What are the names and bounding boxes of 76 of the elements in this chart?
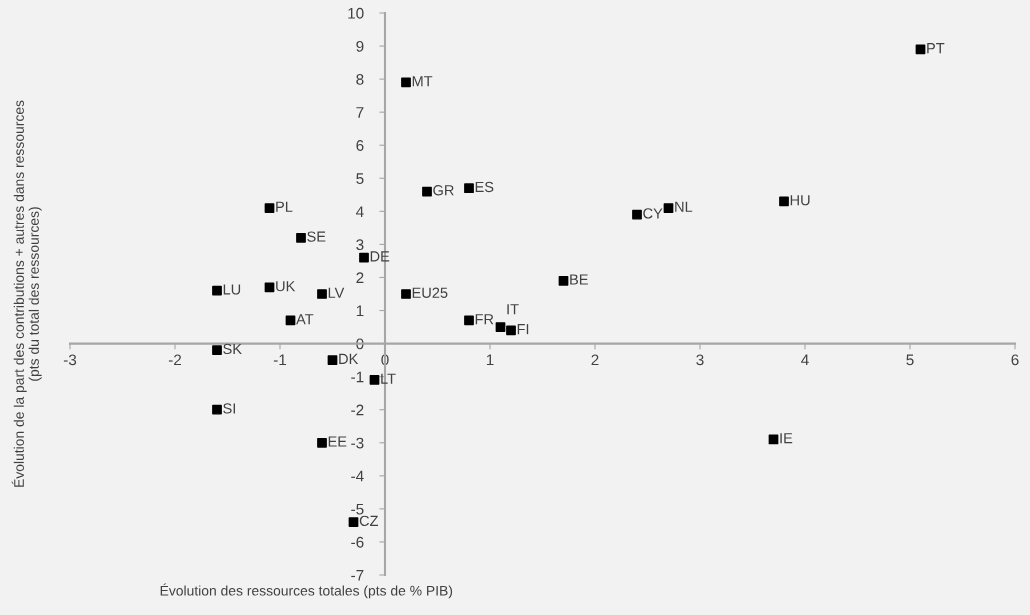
point <box>401 289 411 299</box>
point <box>359 252 369 263</box>
y-tick-label: -7 <box>351 570 364 581</box>
point <box>506 325 516 336</box>
point <box>327 355 338 365</box>
annotation: CZ <box>359 515 379 527</box>
annotation: LT <box>381 373 396 384</box>
point <box>495 322 506 332</box>
x-tick-label: 4 <box>801 354 809 366</box>
annotation: SI <box>223 403 235 414</box>
annotation: LU <box>223 284 241 295</box>
annotation: BE <box>570 274 588 285</box>
x-axis-title: Évolution des ressources totales (pts de % PIB) <box>160 583 453 599</box>
annotation: AT <box>296 314 314 325</box>
y-tick-label: 7 <box>356 107 364 118</box>
annotation: LV <box>328 287 345 298</box>
annotation: DK <box>339 353 359 364</box>
y-tick-label: -5 <box>351 503 364 515</box>
point <box>212 345 222 356</box>
x-tick-label: 2 <box>591 354 599 366</box>
y-tick-label: 4 <box>356 206 364 217</box>
point <box>663 203 674 213</box>
y-tick-label: -6 <box>351 536 364 548</box>
y-axis-title: Évolution de la part des contributions + autres dans ressources (pts du total des ressources) <box>11 100 42 487</box>
x-tick-label: 6 <box>1011 354 1019 366</box>
annotation: NL <box>675 201 693 212</box>
x-tick-label: -2 <box>168 354 182 366</box>
annotation: ES <box>475 181 494 193</box>
y-tick-label: 1 <box>356 305 364 317</box>
x-tick-label: -1 <box>273 354 287 366</box>
point <box>296 232 306 243</box>
annotation: IE <box>780 433 793 444</box>
annotation: FI <box>517 324 529 335</box>
point <box>401 77 411 88</box>
y-tick-label: -2 <box>351 404 364 416</box>
point <box>558 275 569 286</box>
annotation: FR <box>475 314 494 325</box>
point <box>369 375 380 385</box>
point <box>317 289 327 299</box>
y-tick-label: -3 <box>351 437 364 449</box>
point <box>212 404 222 415</box>
annotation: IT <box>507 304 519 315</box>
annotation: DE <box>370 251 390 262</box>
point <box>264 203 275 213</box>
x-tick-label: 1 <box>486 354 494 366</box>
x-tick-label: -3 <box>63 354 77 366</box>
point <box>348 517 359 527</box>
annotation: EU25 <box>412 287 448 298</box>
x-tick-label: 3 <box>696 354 704 366</box>
y-tick-label: 8 <box>356 73 364 85</box>
point <box>317 437 327 448</box>
annotation: EE <box>328 436 347 447</box>
x-tick-label: 5 <box>906 354 914 366</box>
y-tick-label: 9 <box>356 40 364 52</box>
y-tick-label: 5 <box>356 173 364 184</box>
annotation: PT <box>927 43 945 54</box>
point <box>422 186 432 197</box>
y-tick-label: -4 <box>351 470 364 482</box>
annotation: UK <box>276 281 296 292</box>
point <box>779 196 789 207</box>
point <box>464 183 474 194</box>
y-tick-label: 2 <box>356 272 364 284</box>
annotation: SE <box>307 231 326 242</box>
y-tick-label: 6 <box>356 140 364 151</box>
annotation: HU <box>790 195 810 206</box>
annotation: SK <box>223 343 242 355</box>
y-tick-label: 3 <box>356 239 364 251</box>
annotation: PL <box>276 201 293 212</box>
y-tick-label: 10 <box>348 7 364 19</box>
annotation: MT <box>412 76 433 87</box>
point <box>632 209 642 220</box>
point <box>212 285 222 296</box>
point <box>464 315 474 326</box>
annotation: CY <box>643 208 663 219</box>
annotation: GR <box>433 185 454 196</box>
y-tick-label: -1 <box>351 371 364 383</box>
